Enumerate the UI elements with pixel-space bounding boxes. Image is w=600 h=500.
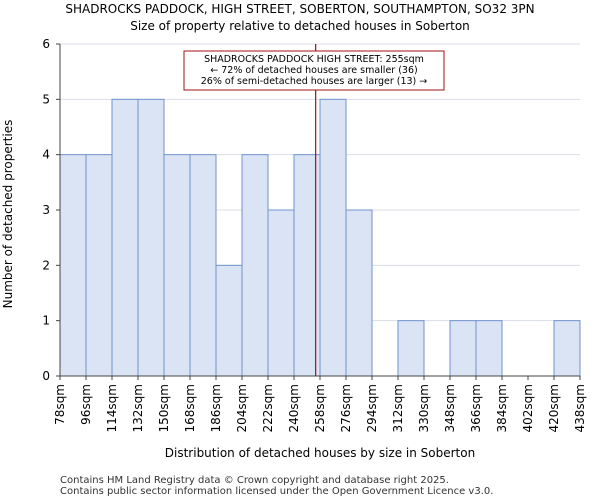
histogram-bar <box>449 320 477 377</box>
x-tick-label: 240sqm <box>287 384 301 432</box>
x-tick-label: 168sqm <box>183 384 197 432</box>
chart-title: SHADROCKS PADDOCK, HIGH STREET, SOBERTON… <box>65 2 535 16</box>
histogram-bar <box>111 98 139 377</box>
x-tick-label: 420sqm <box>547 384 561 432</box>
histogram-bar <box>553 320 581 377</box>
footer-line-2: Contains public sector information licen… <box>60 486 494 497</box>
x-tick-label: 258sqm <box>313 384 327 432</box>
x-tick-label: 78sqm <box>53 384 67 425</box>
histogram-bar <box>137 98 165 377</box>
y-tick-label: 5 <box>42 92 50 106</box>
annotation-line-1: SHADROCKS PADDOCK HIGH STREET: 255sqm <box>204 54 424 65</box>
y-tick-label: 6 <box>42 37 50 51</box>
y-tick-label: 4 <box>42 148 50 162</box>
x-tick-label: 330sqm <box>417 384 431 432</box>
x-tick-label: 402sqm <box>521 384 535 432</box>
histogram-bar <box>215 264 243 377</box>
x-tick-label: 204sqm <box>235 384 249 432</box>
x-tick-label: 366sqm <box>469 384 483 432</box>
x-tick-label: 222sqm <box>261 384 275 432</box>
x-tick-label: 114sqm <box>105 384 119 432</box>
x-tick-label: 294sqm <box>365 384 379 432</box>
annotation-box: SHADROCKS PADDOCK HIGH STREET: 255sqm ← … <box>183 50 445 91</box>
histogram-bar <box>475 320 503 377</box>
x-tick-label: 150sqm <box>157 384 171 432</box>
histogram-bar <box>241 154 269 377</box>
y-axis-label: Number of detached properties <box>1 120 15 309</box>
x-axis-label: Distribution of detached houses by size … <box>165 446 475 460</box>
x-tick-label: 186sqm <box>209 384 223 432</box>
x-tick-label: 276sqm <box>339 384 353 432</box>
histogram-bar <box>345 209 373 377</box>
x-tick-label: 96sqm <box>79 384 93 425</box>
annotation-line-2: ← 72% of detached houses are smaller (36… <box>210 65 417 76</box>
y-tick-label: 0 <box>42 369 50 383</box>
footer-line-1: Contains HM Land Registry data © Crown c… <box>60 475 449 486</box>
y-tick-label: 1 <box>42 314 50 328</box>
histogram-bar <box>163 154 191 377</box>
histogram-bar <box>59 154 87 377</box>
x-tick-label: 384sqm <box>495 384 509 432</box>
histogram-bar <box>319 98 347 377</box>
chart-subtitle: Size of property relative to detached ho… <box>130 19 470 33</box>
y-tick-label: 2 <box>42 258 50 272</box>
x-tick-label: 348sqm <box>443 384 457 432</box>
x-tick-label: 312sqm <box>391 384 405 432</box>
annotation-line-3: 26% of semi-detached houses are larger (… <box>201 76 428 87</box>
x-tick-label: 438sqm <box>573 384 587 432</box>
histogram-bar <box>85 154 113 377</box>
histogram-bar <box>267 209 295 377</box>
y-tick-label: 3 <box>42 203 50 217</box>
x-tick-label: 132sqm <box>131 384 145 432</box>
histogram-bar <box>397 320 425 377</box>
histogram-bar <box>189 154 217 377</box>
